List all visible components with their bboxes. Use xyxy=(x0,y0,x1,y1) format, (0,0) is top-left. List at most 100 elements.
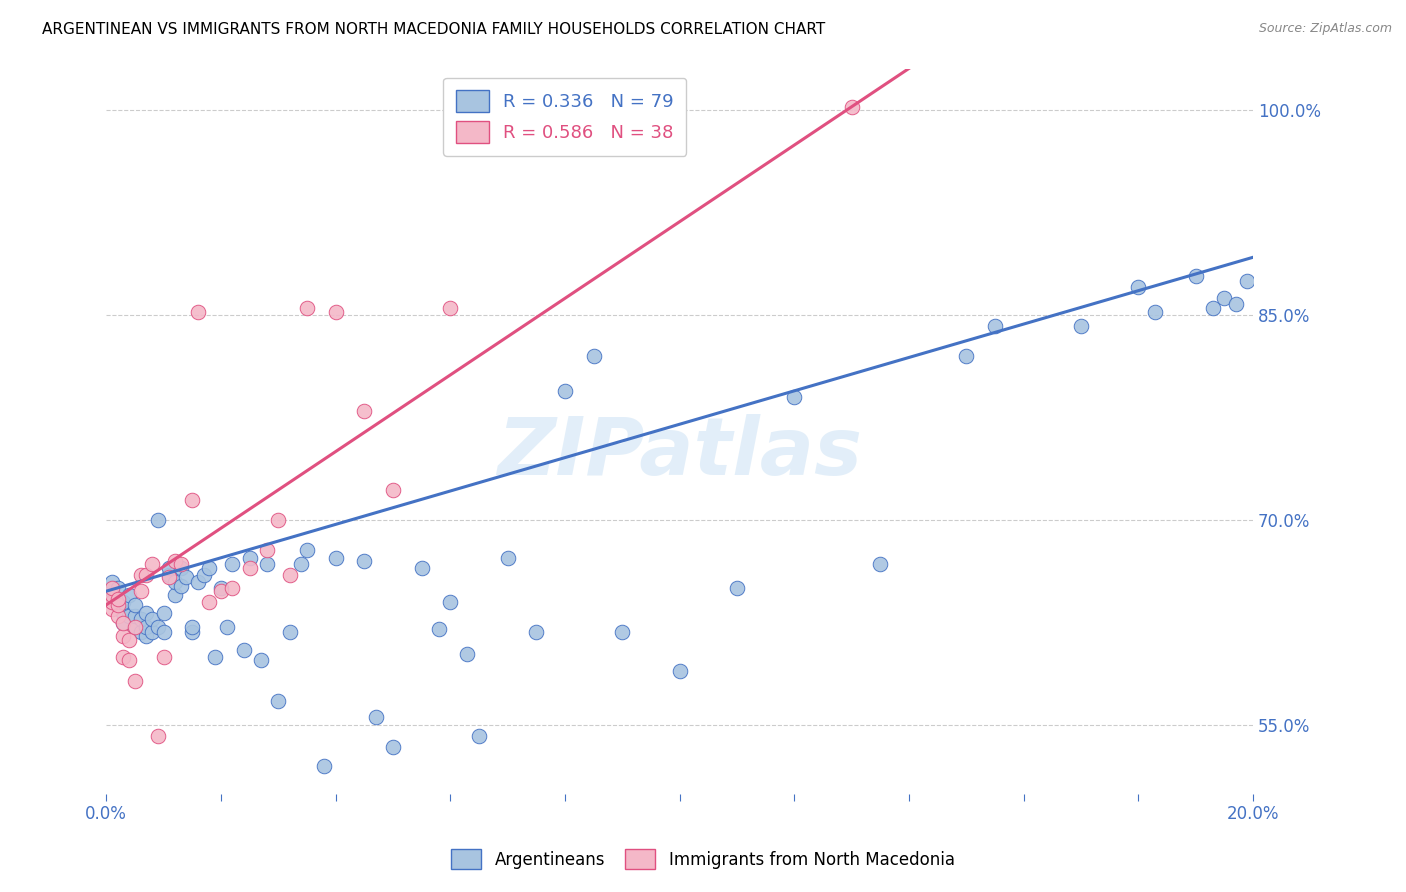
Point xyxy=(146,513,169,527)
Point xyxy=(101,595,124,609)
Point xyxy=(129,611,152,625)
Point xyxy=(612,625,634,640)
Point xyxy=(524,625,547,640)
Point xyxy=(554,384,576,399)
Point xyxy=(152,625,174,640)
Point xyxy=(107,598,129,612)
Point xyxy=(124,620,146,634)
Point xyxy=(1225,297,1247,311)
Point xyxy=(141,625,163,640)
Point xyxy=(1184,269,1206,284)
Point xyxy=(1128,280,1150,294)
Point xyxy=(668,664,690,678)
Point xyxy=(107,608,129,623)
Point xyxy=(152,649,174,664)
Point xyxy=(238,561,260,575)
Point xyxy=(112,629,135,643)
Point xyxy=(170,579,193,593)
Point xyxy=(141,557,163,571)
Point xyxy=(232,643,254,657)
Point xyxy=(841,100,863,114)
Point xyxy=(141,611,163,625)
Point xyxy=(869,557,891,571)
Point xyxy=(163,588,186,602)
Point xyxy=(381,740,404,755)
Point xyxy=(129,584,152,599)
Point xyxy=(107,592,129,607)
Legend: R = 0.336   N = 79, R = 0.586   N = 38: R = 0.336 N = 79, R = 0.586 N = 38 xyxy=(443,78,686,156)
Point xyxy=(193,567,215,582)
Point xyxy=(112,595,135,609)
Point xyxy=(1144,305,1167,319)
Point xyxy=(146,729,169,743)
Point xyxy=(152,606,174,620)
Point xyxy=(381,483,404,497)
Point xyxy=(209,582,232,596)
Point xyxy=(399,814,422,828)
Point xyxy=(118,652,141,666)
Point xyxy=(101,584,124,599)
Point xyxy=(170,561,193,575)
Point xyxy=(101,582,124,596)
Point xyxy=(135,620,157,634)
Point xyxy=(468,729,491,743)
Point xyxy=(256,557,278,571)
Text: ARGENTINEAN VS IMMIGRANTS FROM NORTH MACEDONIA FAMILY HOUSEHOLDS CORRELATION CHA: ARGENTINEAN VS IMMIGRANTS FROM NORTH MAC… xyxy=(42,22,825,37)
Point xyxy=(295,543,318,558)
Point xyxy=(198,561,221,575)
Point xyxy=(101,588,124,602)
Point xyxy=(157,561,180,575)
Point xyxy=(181,625,204,640)
Point xyxy=(295,301,318,315)
Point xyxy=(456,647,478,661)
Point xyxy=(124,608,146,623)
Point xyxy=(325,305,347,319)
Point xyxy=(112,649,135,664)
Point xyxy=(1070,318,1092,333)
Point xyxy=(181,620,204,634)
Point xyxy=(101,574,124,589)
Point xyxy=(783,390,806,404)
Point xyxy=(1213,292,1236,306)
Point xyxy=(221,582,243,596)
Point xyxy=(187,574,209,589)
Point xyxy=(238,551,260,566)
Point xyxy=(955,349,977,363)
Point xyxy=(411,561,433,575)
Point xyxy=(250,652,273,666)
Text: ZIPatlas: ZIPatlas xyxy=(498,414,862,491)
Point xyxy=(290,557,312,571)
Point xyxy=(353,554,375,568)
Point xyxy=(118,608,141,623)
Point xyxy=(439,595,461,609)
Point xyxy=(170,557,193,571)
Point xyxy=(725,582,748,596)
Point xyxy=(496,551,519,566)
Point xyxy=(118,633,141,648)
Point xyxy=(439,301,461,315)
Point xyxy=(427,623,450,637)
Point xyxy=(112,606,135,620)
Point xyxy=(101,602,124,616)
Point xyxy=(1236,274,1258,288)
Point xyxy=(112,615,135,630)
Point xyxy=(187,305,209,319)
Point xyxy=(112,615,135,630)
Point xyxy=(204,649,226,664)
Point xyxy=(101,595,124,609)
Point xyxy=(198,595,221,609)
Text: Source: ZipAtlas.com: Source: ZipAtlas.com xyxy=(1258,22,1392,36)
Point xyxy=(364,710,387,724)
Point xyxy=(278,625,301,640)
Point xyxy=(146,620,169,634)
Point xyxy=(314,759,336,773)
Point xyxy=(278,567,301,582)
Point xyxy=(209,584,232,599)
Point xyxy=(1202,301,1225,315)
Point xyxy=(181,492,204,507)
Point xyxy=(124,674,146,689)
Point xyxy=(984,318,1007,333)
Point xyxy=(267,513,290,527)
Point xyxy=(163,554,186,568)
Point xyxy=(267,693,290,707)
